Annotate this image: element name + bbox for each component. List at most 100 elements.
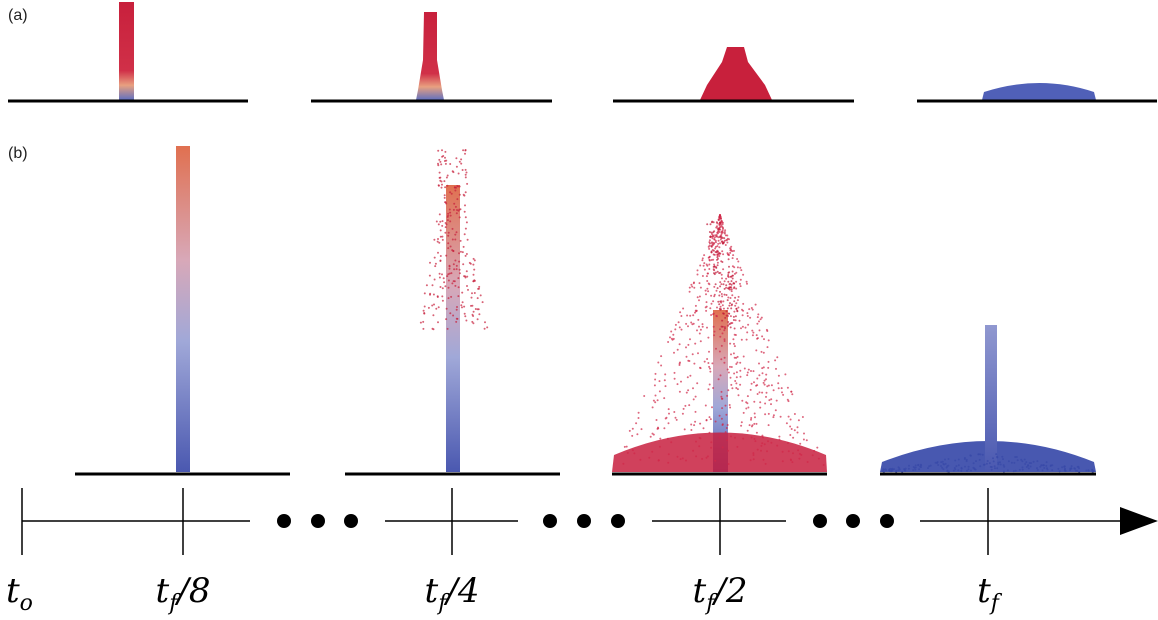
particle	[457, 172, 460, 175]
particle	[685, 459, 687, 462]
particle	[727, 274, 730, 276]
particle	[712, 300, 715, 303]
time-base: t	[693, 571, 707, 611]
particle	[882, 468, 885, 471]
particle	[746, 312, 749, 315]
particle	[707, 388, 710, 391]
particle	[716, 261, 719, 264]
particle	[648, 456, 651, 459]
particle	[708, 247, 711, 250]
particle	[737, 306, 740, 309]
particle	[705, 419, 708, 422]
particle	[708, 255, 711, 258]
particle	[438, 158, 441, 161]
particle	[423, 292, 426, 295]
particle	[766, 385, 769, 388]
particle	[720, 308, 722, 311]
particle	[631, 427, 634, 430]
particle	[667, 422, 670, 425]
particle	[765, 391, 768, 394]
particle	[464, 149, 467, 152]
particle	[714, 251, 717, 254]
particle	[422, 327, 425, 330]
particle	[742, 355, 745, 358]
particle	[735, 287, 738, 290]
particle	[786, 386, 789, 389]
particle	[651, 450, 654, 453]
particle	[708, 283, 711, 286]
particle	[745, 338, 748, 341]
particle	[698, 445, 701, 448]
particle	[666, 437, 669, 440]
time-label: tf/4	[425, 571, 480, 616]
particle	[727, 449, 730, 452]
particle	[752, 458, 755, 461]
particle	[710, 259, 713, 261]
particle	[726, 252, 729, 255]
particle	[767, 366, 770, 369]
particle	[1041, 464, 1044, 467]
particle	[747, 406, 750, 409]
particle	[657, 459, 660, 462]
particle	[736, 361, 739, 364]
particle	[692, 282, 695, 285]
particle	[708, 239, 711, 242]
particle	[696, 382, 699, 385]
particle	[741, 399, 744, 402]
particle	[753, 412, 756, 415]
particle	[431, 304, 434, 307]
particle	[652, 399, 655, 402]
particle	[726, 307, 729, 310]
particle	[437, 149, 440, 152]
particle	[746, 371, 749, 374]
particle	[797, 419, 800, 422]
particle	[473, 268, 476, 271]
particle	[682, 407, 685, 410]
particle	[437, 306, 440, 309]
particle	[708, 416, 711, 419]
particle	[755, 334, 758, 337]
particle	[957, 469, 960, 472]
particle	[670, 330, 673, 333]
particle	[934, 461, 937, 464]
particle	[733, 249, 735, 252]
particle	[456, 198, 459, 201]
particle	[465, 270, 468, 273]
particle	[429, 293, 431, 296]
particle	[718, 350, 721, 353]
particle	[471, 320, 474, 323]
particle	[454, 259, 457, 262]
particle	[740, 338, 743, 341]
particle	[713, 230, 716, 233]
particle	[798, 457, 801, 460]
particle	[441, 299, 444, 302]
particle	[1030, 462, 1033, 465]
particle	[674, 416, 677, 419]
particle	[680, 380, 682, 383]
particle	[717, 236, 720, 239]
particle	[754, 416, 756, 419]
particle	[675, 418, 678, 421]
particle	[728, 238, 730, 241]
particle	[750, 382, 753, 385]
particle	[1041, 469, 1044, 472]
particle	[701, 323, 704, 326]
particle	[676, 383, 679, 386]
particle	[439, 160, 442, 163]
particle	[735, 307, 738, 310]
particle	[640, 428, 643, 431]
particle	[680, 315, 683, 317]
particle	[720, 390, 723, 393]
particle	[767, 412, 770, 415]
particle	[710, 231, 713, 234]
particle	[478, 313, 481, 316]
particle	[454, 238, 457, 241]
particle	[817, 457, 820, 460]
particle	[1021, 460, 1024, 463]
particle	[733, 272, 736, 275]
particle	[724, 234, 727, 237]
particle	[760, 444, 763, 447]
particle	[792, 452, 794, 455]
particle	[1023, 458, 1026, 461]
particle	[710, 441, 713, 444]
